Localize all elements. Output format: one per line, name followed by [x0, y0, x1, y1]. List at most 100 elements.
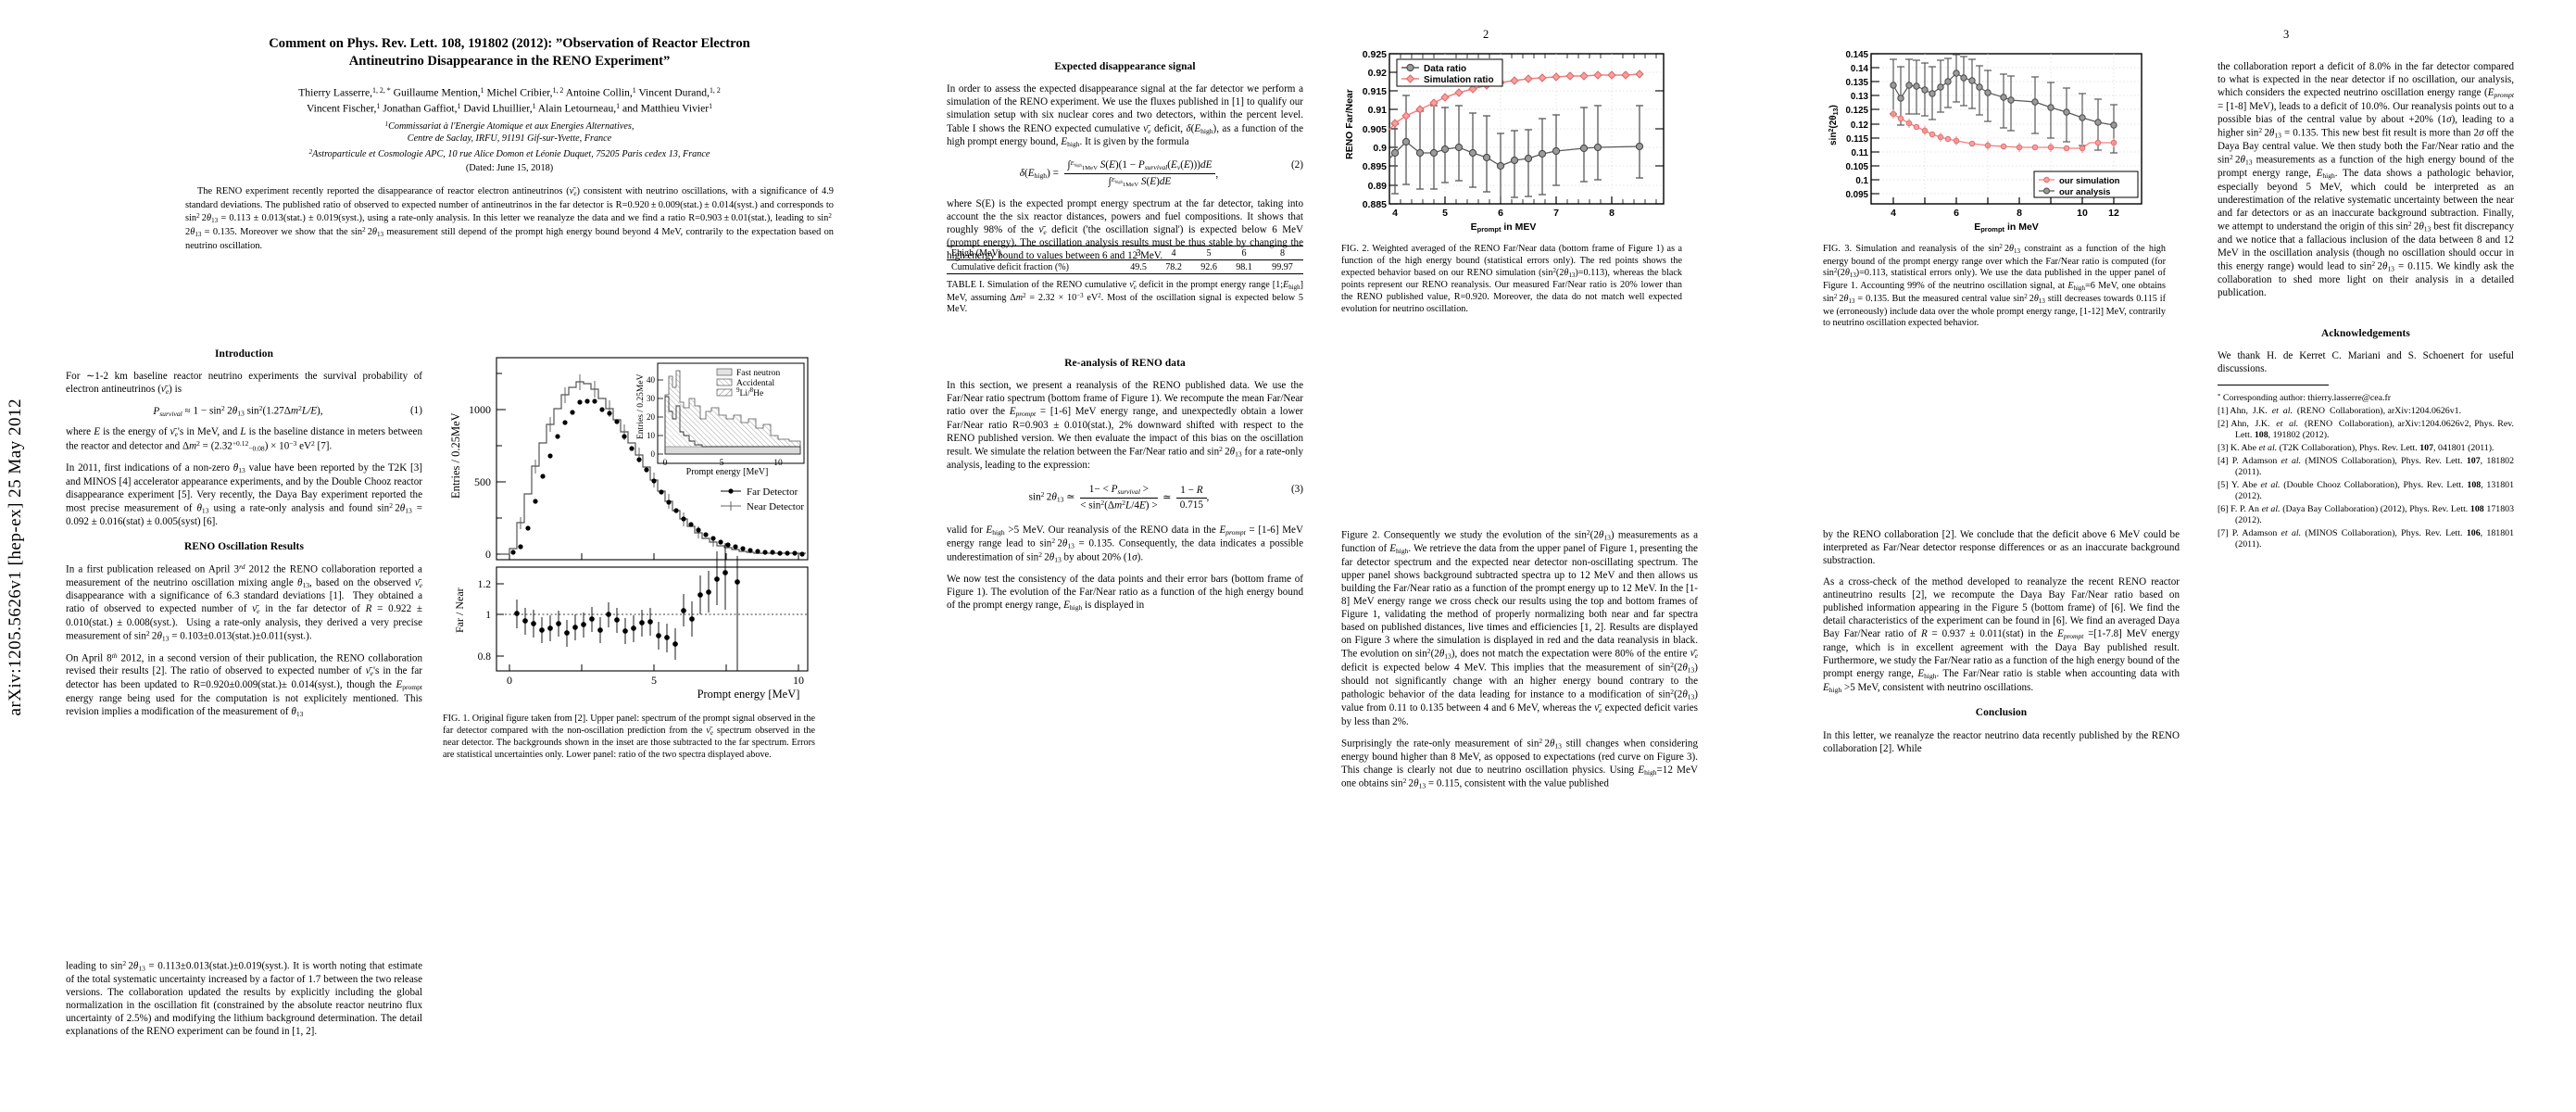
page-number-3: 3 [2283, 28, 2290, 41]
figure-3-legend-analysis: our analysis [2059, 187, 2110, 197]
column-2-reanalysis: Re-analysis of RENO data In this section… [947, 357, 1303, 613]
column-4: by the RENO collaboration [2]. We conclu… [1823, 528, 2180, 755]
svg-text:Prompt energy [MeV]: Prompt energy [MeV] [697, 688, 800, 701]
figure-2-svg: 0.925 0.92 0.915 0.91 0.905 0.9 0.895 0.… [1344, 49, 1665, 234]
heading-introduction: Introduction [214, 348, 274, 360]
paragraph-col4-2: As a cross-check of the method developed… [1823, 576, 2180, 694]
svg-text:0.885: 0.885 [1363, 199, 1387, 210]
svg-text:1: 1 [485, 610, 491, 621]
figure-1-svg: 0 500 1000 Entries / 0.25MeV [449, 357, 809, 701]
svg-text:Entries / 0.25MeV: Entries / 0.25MeV [449, 412, 462, 499]
svg-text:40: 40 [647, 375, 656, 385]
figure-3-svg: 0.145 0.14 0.135 0.13 0.125 0.12 0.115 0… [1828, 50, 2142, 234]
svg-text:0: 0 [507, 674, 512, 687]
svg-text:0.14: 0.14 [1851, 64, 1869, 74]
svg-text:0.145: 0.145 [1845, 50, 1868, 60]
svg-text:0.9: 0.9 [1373, 143, 1387, 154]
table-cell: 49.5 [1130, 261, 1147, 272]
column-3: Figure 2. Consequently we study the evol… [1341, 528, 1698, 790]
reference-item: [1] Ahn, J.K. et al. (RENO Collaboration… [2218, 406, 2462, 417]
paragraph-reanalysis-2: valid for Ehigh >5 MeV. Our reanalysis o… [947, 524, 1303, 564]
table-row: Ehigh (MeV) 3 4 5 6 8 [947, 246, 1303, 260]
svg-text:1.2: 1.2 [478, 579, 492, 590]
figure-1-plot: 0 500 1000 Entries / 0.25MeV [443, 350, 815, 710]
figure-1-caption: FIG. 1. Original figure taken from [2]. … [443, 714, 815, 761]
figure-3-legend-sim: our simulation [2059, 176, 2120, 186]
paragraph-reno-2: On April 8th 2012, in a second version o… [66, 651, 422, 718]
footnote-corresponding-author: * Corresponding author: thierry.lasserre… [2218, 393, 2392, 404]
title-block: Comment on Phys. Rev. Lett. 108, 191802 … [65, 35, 954, 253]
svg-text:sin2(2θ13): sin2(2θ13) [1828, 105, 1840, 145]
svg-text:0.095: 0.095 [1845, 190, 1868, 200]
figure-3: 0.145 0.14 0.135 0.13 0.125 0.12 0.115 0… [1823, 48, 2166, 330]
svg-text:Near Detector: Near Detector [747, 501, 804, 512]
figure-2: 0.925 0.92 0.915 0.91 0.905 0.9 0.895 0.… [1341, 48, 1682, 315]
svg-text:1000: 1000 [469, 403, 491, 416]
svg-text:Far Detector: Far Detector [747, 486, 798, 498]
reference-item: [7] P. Adamson et al. (MINOS Collaborati… [2218, 527, 2515, 550]
equation-3: (3) sin2 2θ13 ≃ 1− < Psurvival > < sin2(… [1028, 484, 1303, 512]
table-cell: 98.1 [1236, 261, 1252, 272]
svg-text:500: 500 [474, 475, 491, 488]
abstract: The RENO experiment recently reported th… [185, 186, 834, 251]
paragraph-acknowledgements: We thank H. de Kerret C. Mariani and S. … [2218, 350, 2514, 375]
svg-text:RENO Far/Near: RENO Far/Near [1344, 89, 1355, 159]
reference-item: [5] Y. Abe et al. (Double Chooz Collabor… [2218, 479, 2514, 502]
svg-text:Far / Near: Far / Near [453, 588, 466, 633]
svg-text:0.925: 0.925 [1363, 49, 1387, 60]
svg-text:30: 30 [647, 394, 656, 403]
table-cell: 92.6 [1200, 261, 1217, 272]
table-row: Cumulative deficit fraction (%) 49.5 78.… [947, 260, 1303, 274]
paragraph-reanalysis-3: We now test the consistency of the data … [947, 574, 1303, 613]
svg-text:4: 4 [1392, 208, 1398, 219]
svg-text:0.8: 0.8 [478, 651, 492, 663]
paragraph-reno-3: leading to sin2 2θ13 = 0.113±0.013(stat.… [66, 959, 422, 1038]
paragraph-col3-1: Figure 2. Consequently we study the evol… [1341, 528, 1698, 727]
table-1-caption: TABLE I. Simulation of the RENO cumulati… [947, 280, 1303, 315]
svg-text:0.135: 0.135 [1845, 78, 1868, 88]
svg-text:4: 4 [1891, 208, 1896, 219]
figure-3-caption: FIG. 3. Simulation and reanalysis of the… [1823, 244, 2166, 329]
table-cell: 5 [1191, 246, 1227, 260]
column-2: Expected disappearance signal In order t… [947, 60, 1303, 262]
table-cell: 78.2 [1165, 261, 1182, 272]
svg-text:10: 10 [793, 674, 804, 687]
svg-text:0: 0 [485, 548, 491, 561]
svg-text:Eprompt in MeV: Eprompt in MeV [1974, 221, 2039, 234]
equation-2: (2) δ(Ehigh) = ∫Ehigh1MeV S(E)(1 − Psurv… [1019, 158, 1303, 189]
heading-reno-results: RENO Oscillation Results [184, 540, 304, 552]
table-cell: 99.97 [1272, 261, 1293, 272]
affiliation-2: 2Astroparticule et Cosmologie APC, 10 ru… [308, 149, 710, 160]
table-cell: 6 [1226, 246, 1263, 260]
svg-text:0: 0 [663, 459, 668, 468]
svg-text:10: 10 [647, 431, 656, 440]
svg-text:Eprompt in MEV: Eprompt in MEV [1471, 221, 1537, 234]
svg-text:0.92: 0.92 [1368, 68, 1388, 79]
heading-reanalysis: Re-analysis of RENO data [1064, 358, 1186, 369]
heading-acknowledgements: Acknowledgements [2321, 327, 2410, 339]
table-1-row2-header: Cumulative deficit fraction (%) [951, 261, 1069, 272]
paragraph-intro-1: For ∼1-2 km baseline reactor neutrino ex… [66, 371, 422, 397]
svg-text:Accidental: Accidental [736, 379, 775, 388]
table-1-row1-header: Ehigh (MeV) [947, 246, 1122, 260]
dated-line: (Dated: June 15, 2018) [465, 163, 554, 174]
svg-text:10: 10 [2077, 208, 2088, 219]
reference-item: [6] F. P. An et al. (Daya Bay Collaborat… [2218, 503, 2515, 526]
svg-text:0: 0 [651, 449, 656, 459]
paragraph-expected-1: In order to assess the expected disappea… [947, 83, 1303, 149]
affiliation-1: 1Commissariat à l'Energie Atomique et au… [384, 120, 635, 145]
page-number-2: 2 [1483, 28, 1489, 41]
svg-text:Prompt energy [MeV]: Prompt energy [MeV] [686, 467, 769, 477]
paragraph-reanalysis-1: In this section, we present a reanalysis… [947, 380, 1303, 472]
table-cell: 3 [1121, 246, 1157, 260]
paragraph-col5-1: the collaboration report a deficit of 8.… [2218, 61, 2514, 298]
svg-text:0.895: 0.895 [1363, 161, 1387, 172]
table-cell: 4 [1156, 246, 1192, 260]
svg-text:0.1: 0.1 [1855, 176, 1868, 186]
svg-text:0.125: 0.125 [1845, 106, 1868, 116]
reference-item: [4] P. Adamson et al. (MINOS Collaborati… [2218, 455, 2515, 477]
page-title: Comment on Phys. Rev. Lett. 108, 191802 … [269, 36, 750, 70]
svg-text:0.89: 0.89 [1368, 181, 1388, 192]
svg-text:9Li/8He: 9Li/8He [736, 386, 763, 398]
